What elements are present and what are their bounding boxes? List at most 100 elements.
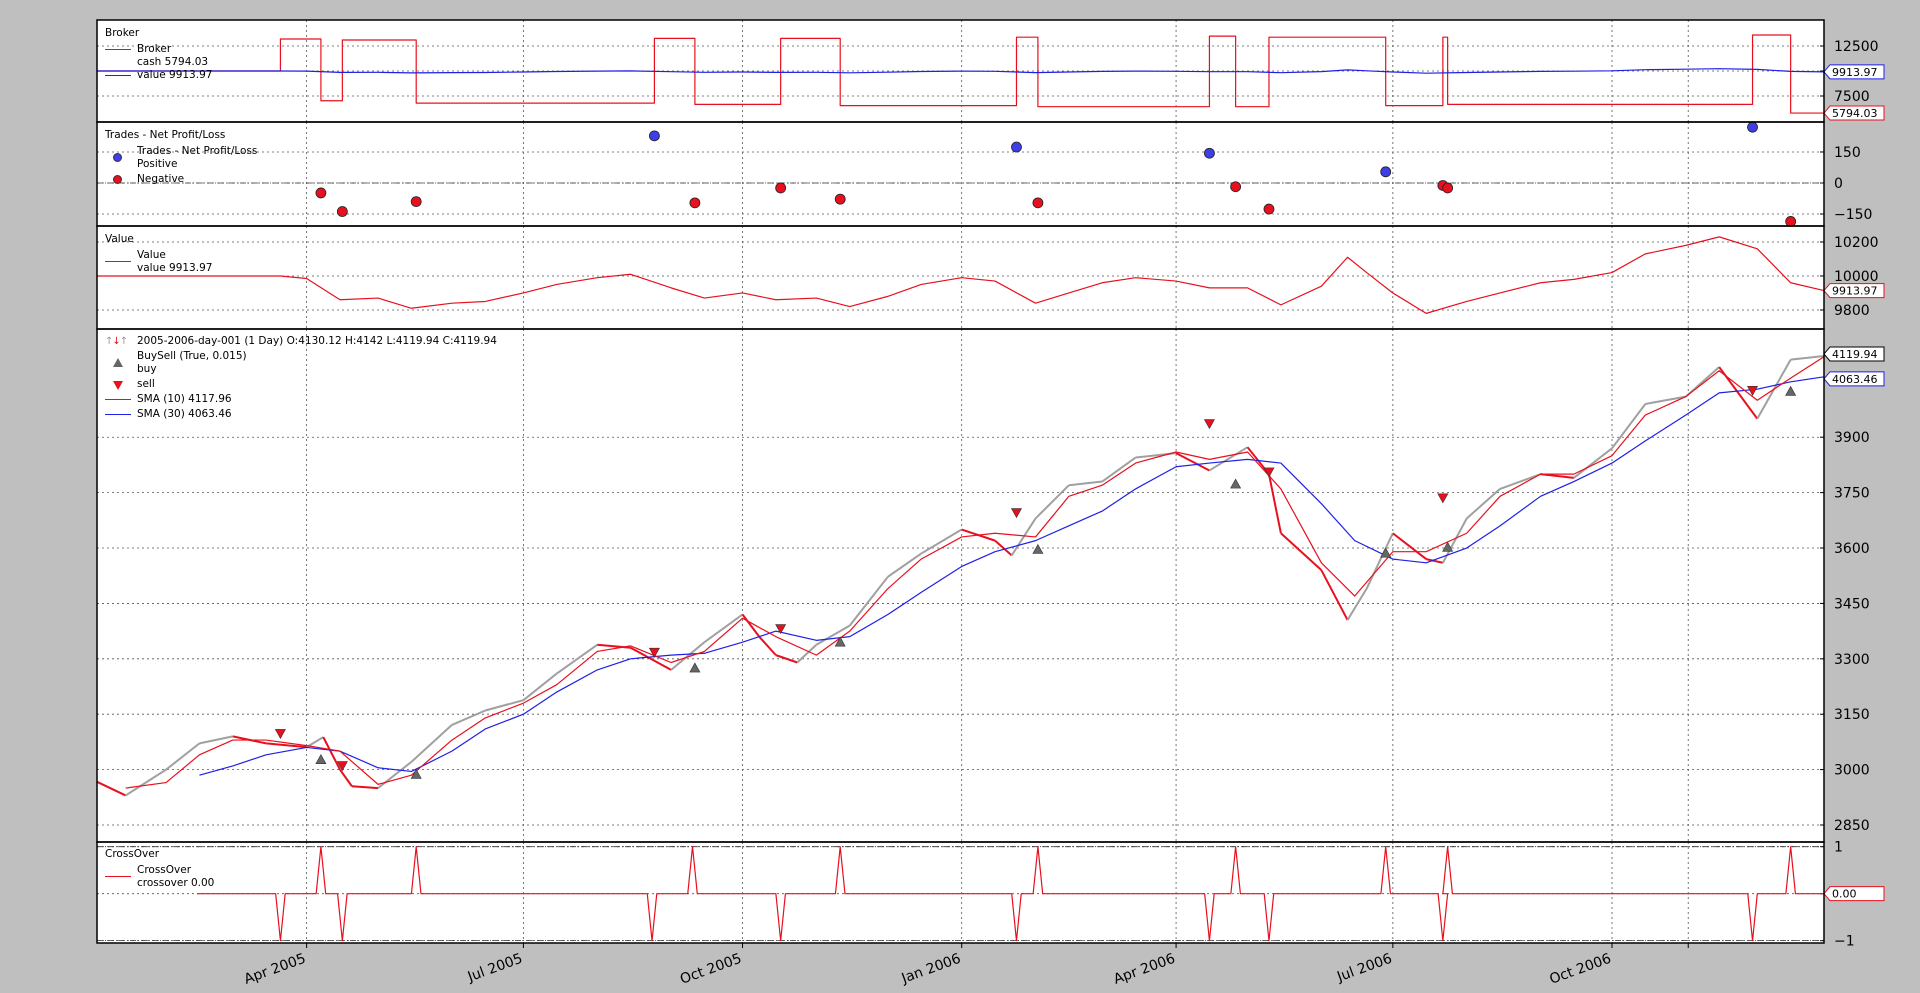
x-tick-label: Apr 2005 <box>242 951 308 988</box>
cash-line <box>97 34 1824 114</box>
buy-marker <box>1442 541 1454 552</box>
legend-buy: buy <box>137 363 157 375</box>
sell-marker <box>1747 386 1759 396</box>
value-tag-box <box>1823 283 1885 299</box>
legend-negative: Negative <box>137 173 185 185</box>
price-bar-segment <box>96 780 127 797</box>
legend-value: value 9913.97 <box>137 69 213 81</box>
y-tick-label: 3450 <box>1834 596 1870 612</box>
broker-cash-tag-text: 5794.03 <box>1832 107 1878 120</box>
price-bar-segment <box>339 769 353 787</box>
legend-buysell: BuySell (True, 0.015) <box>137 350 247 362</box>
trade-negative-dot <box>315 187 327 199</box>
value-line-swatch <box>105 255 131 268</box>
broker-value-tag-box <box>1823 64 1885 80</box>
sell-marker <box>1010 508 1022 519</box>
sma30-tag: 4063.46 <box>1823 371 1885 387</box>
buy-marker <box>834 636 846 647</box>
x-tick-label: Oct 2005 <box>678 951 744 988</box>
legend-entry-value: Value value 9913.97 <box>105 249 212 275</box>
legend-entry-positive: Trades - Net Profit/Loss Positive <box>105 145 257 171</box>
price-bar-segment <box>1010 517 1037 556</box>
price-bar-segment <box>266 742 307 749</box>
price-bar-segment <box>848 576 889 627</box>
price-bar-segment <box>1175 452 1210 472</box>
price-bar-segment <box>630 646 672 671</box>
sell-triangle-icon <box>105 378 131 391</box>
negative-dot-icon <box>105 173 131 186</box>
trades-panel-bg <box>97 122 1824 226</box>
legend-sell: sell <box>137 378 155 390</box>
buy-marker <box>1032 543 1044 554</box>
legend-header: Trades - Net Profit/Loss <box>137 145 258 157</box>
price-bar-segment <box>1267 473 1282 534</box>
legend-crossover: crossover 0.00 <box>137 877 215 889</box>
x-tick-label: Jan 2006 <box>899 951 963 987</box>
trade-negative-dot <box>775 182 787 194</box>
broker-cash-tag-box <box>1823 105 1885 121</box>
price-bar-segment <box>1320 569 1349 621</box>
legend-cash: cash 5794.03 <box>137 56 209 68</box>
broker-value-tag-text: 9913.97 <box>1832 66 1878 79</box>
price-bar-segment <box>1573 447 1613 479</box>
x-tick-label: Apr 2006 <box>1112 951 1178 988</box>
broker-cash-tag: 5794.03 <box>1823 105 1885 121</box>
legend-entry-buy: BuySell (True, 0.015) buy <box>105 350 497 376</box>
crossover-tag-text: 0.00 <box>1832 888 1857 901</box>
y-tick-label: 1 <box>1834 840 1843 856</box>
legend-sma30: SMA (30) 4063.46 <box>137 408 232 420</box>
x-tick-label: Oct 2006 <box>1547 951 1613 988</box>
trade-negative-dot <box>1263 203 1275 215</box>
legend-entry-sell: sell <box>105 378 497 391</box>
sma30-line-swatch <box>105 408 131 421</box>
y-tick-label: 3600 <box>1834 541 1870 557</box>
x-tick-label: Jul 2005 <box>465 951 525 986</box>
price-bar-segment <box>199 735 233 745</box>
price-bar-segment <box>1499 473 1541 490</box>
legend-entry-sma30: SMA (30) 4063.46 <box>105 408 497 421</box>
trade-negative-dot <box>1785 216 1797 227</box>
price-bar-segment <box>703 613 744 644</box>
legend-entry-crossover: CrossOver crossover 0.00 <box>105 864 214 890</box>
legend-header: Value <box>137 249 166 261</box>
price-bar-segment <box>920 528 963 555</box>
positive-dot-icon <box>105 151 131 164</box>
y-tick-label: 3150 <box>1834 707 1870 723</box>
trades-panel-title: Trades - Net Profit/Loss <box>105 129 226 141</box>
y-tick-label: 10000 <box>1834 269 1879 285</box>
crossover-line-swatch <box>105 870 131 883</box>
trade-negative-dot <box>410 196 422 208</box>
buy-marker <box>689 662 701 673</box>
price-bar-segment <box>796 644 818 664</box>
broker-legend: Broker Broker cash 5794.03 value 9913.97 <box>105 27 212 82</box>
legend-entry-negative: Negative <box>105 173 257 186</box>
sell-marker <box>336 761 348 772</box>
y-tick-label: 2850 <box>1834 818 1870 834</box>
cash-line-swatch <box>105 43 131 56</box>
price-bar-segment <box>1790 354 1825 361</box>
sma30-tag-box <box>1823 371 1885 387</box>
legend-entry-value: value 9913.97 <box>105 69 212 82</box>
y-tick-label: −1 <box>1834 934 1855 950</box>
price-bar-segment <box>1540 473 1574 479</box>
sma10-line <box>125 356 1825 789</box>
legend-value: value 9913.97 <box>137 262 213 274</box>
price-bar-segment <box>1346 588 1368 621</box>
legend-header: Broker <box>137 43 172 55</box>
trade-positive-dot <box>649 130 660 142</box>
price-bar-segment <box>451 709 486 726</box>
sma10-line-swatch <box>105 393 131 406</box>
broker-panel-title: Broker <box>105 27 140 39</box>
crossover-tag-box <box>1823 886 1885 902</box>
sma30-line <box>199 376 1825 776</box>
price-bar-segment <box>125 768 167 797</box>
y-tick-label: −150 <box>1834 207 1872 223</box>
trade-negative-dot <box>1442 182 1454 194</box>
legend-entry-sma10: SMA (10) 4117.96 <box>105 393 497 406</box>
price-bar-segment <box>1034 484 1070 520</box>
price-bar-segment <box>1280 532 1323 571</box>
y-tick-label: 3300 <box>1834 652 1870 668</box>
legend-positive: Positive <box>137 158 178 170</box>
price-bar-segment <box>1466 488 1501 520</box>
value-legend: Value Value value 9913.97 <box>105 233 212 275</box>
